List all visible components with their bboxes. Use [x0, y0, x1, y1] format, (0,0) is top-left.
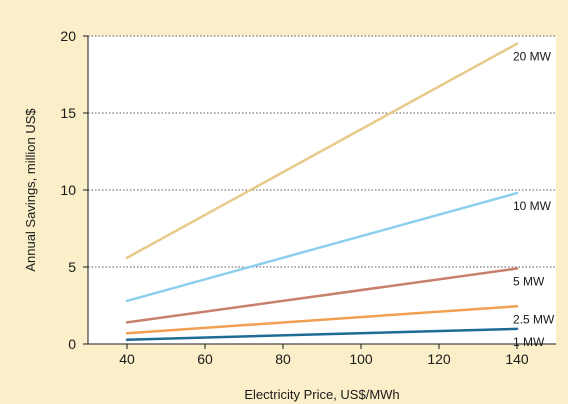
- series-label-5-mw: 5 MW: [513, 275, 545, 289]
- x-tick-120: 120: [427, 351, 451, 367]
- y-tick-labels: 0 5 10 15 20: [60, 28, 88, 352]
- series-label-2_5-mw: 2.5 MW: [513, 312, 555, 326]
- y-tick-5: 5: [68, 259, 76, 275]
- series-line-2_5-mw: [125, 305, 519, 335]
- series-label-10-mw: 10 MW: [513, 199, 552, 213]
- x-tick-80: 80: [275, 351, 291, 367]
- x-tick-60: 60: [197, 351, 213, 367]
- x-tick-100: 100: [349, 351, 373, 367]
- series-label-1-mw: 1 MW: [513, 335, 545, 349]
- y-tick-20: 20: [60, 28, 76, 44]
- x-tick-140: 140: [505, 351, 529, 367]
- x-axis-label: Electricity Price, US$/MWh: [244, 387, 399, 402]
- gridlines: [88, 35, 556, 268]
- y-tick-15: 15: [60, 105, 76, 121]
- x-tick-labels: 40 60 80 100 120 140: [119, 344, 529, 367]
- y-tick-10: 10: [60, 182, 76, 198]
- series-label-20-mw: 20 MW: [513, 50, 552, 64]
- x-tick-40: 40: [119, 351, 135, 367]
- series-lines: [125, 42, 519, 341]
- y-tick-0: 0: [68, 336, 76, 352]
- series-line-5-mw: [125, 267, 519, 324]
- series-line-1-mw: [125, 327, 519, 341]
- series-labels: 20 MW 10 MW 5 MW 2.5 MW 1 MW: [513, 50, 555, 349]
- series-line-10-mw: [125, 191, 519, 303]
- y-axis-label: Annual Savings, million US$: [23, 108, 38, 272]
- series-line-20-mw: [125, 42, 519, 260]
